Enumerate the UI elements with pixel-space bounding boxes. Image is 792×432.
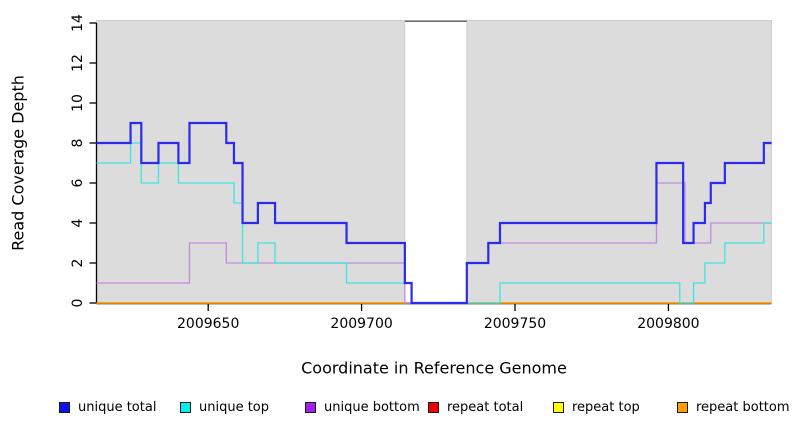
legend-label: unique total: [78, 399, 157, 415]
y-tick-label: 0: [70, 299, 86, 308]
legend: unique total unique top unique bottom repea…: [0, 398, 792, 422]
legend-label: unique bottom: [324, 399, 420, 415]
x-tick-label: 2009650: [177, 316, 239, 332]
y-tick-label: 14: [70, 14, 86, 32]
legend-item-unique-top: unique top: [180, 398, 269, 416]
legend-item-repeat-bottom: repeat bottom: [677, 398, 790, 416]
legend-swatch: [305, 401, 316, 413]
legend-item-repeat-total: repeat total: [428, 398, 523, 416]
series-unique-top: [96, 142, 772, 304]
x-tick-label: 2009800: [637, 316, 699, 332]
legend-swatch: [428, 401, 439, 413]
x-axis: 2009650 2009700 2009750 2009800: [96, 302, 772, 332]
y-tick-label: 2: [70, 259, 86, 268]
legend-label: repeat bottom: [696, 399, 790, 415]
legend-item-unique-bottom: unique bottom: [305, 398, 420, 416]
y-axis-title: Read Coverage Depth: [8, 75, 28, 251]
legend-item-unique-total: unique total: [59, 398, 156, 416]
y-tick-label: 12: [70, 54, 86, 72]
legend-label: repeat top: [572, 399, 640, 415]
y-tick-label: 6: [70, 178, 86, 187]
series-unique-total: [96, 121, 772, 305]
legend-swatch: [553, 401, 564, 413]
legend-label: unique top: [199, 399, 270, 415]
legend-swatch: [59, 401, 70, 413]
x-axis-title: Coordinate in Reference Genome: [301, 358, 567, 378]
x-tick-label: 2009700: [330, 316, 392, 332]
y-tick-label: 10: [70, 94, 86, 112]
legend-label: repeat total: [447, 399, 524, 415]
legend-swatch: [677, 401, 688, 413]
legend-swatch: [180, 401, 191, 413]
y-tick-label: 4: [70, 218, 86, 227]
legend-item-repeat-top: repeat top: [553, 398, 640, 416]
x-tick-label: 2009750: [484, 316, 546, 332]
plot-panel-region: [466, 20, 772, 304]
y-tick-label: 8: [70, 139, 86, 148]
y-axis: 0 2 4 6 8 10 12 14: [70, 14, 98, 308]
plot-panel-region: [96, 20, 406, 304]
